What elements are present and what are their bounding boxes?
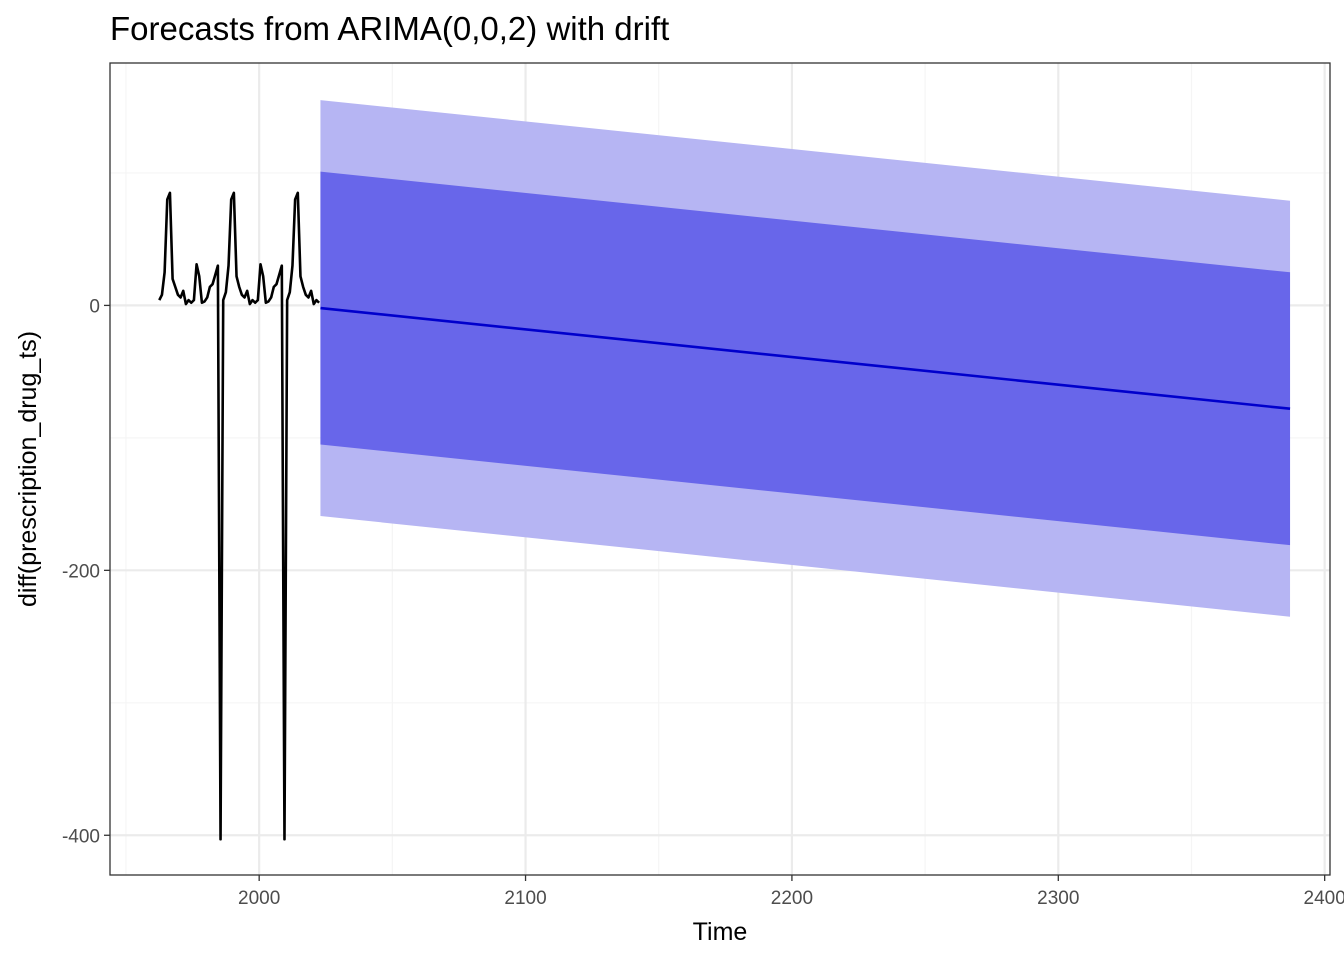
x-tick-label: 2000 (238, 888, 280, 909)
chart-title: Forecasts from ARIMA(0,0,2) with drift (110, 10, 669, 47)
y-axis-title: diff(prescription_drug_ts) (14, 331, 42, 607)
x-tick-label: 2200 (771, 888, 813, 909)
x-axis-title: Time (693, 918, 748, 946)
y-tick-label: 0 (89, 296, 100, 317)
x-tick-label: 2300 (1037, 888, 1079, 909)
x-tick-label: 2100 (504, 888, 546, 909)
history-series-line (158, 191, 321, 841)
panel-border (109, 62, 1331, 876)
x-axis-ticks: 2000 2100 2200 2300 2400 (238, 875, 1344, 909)
series-lines (158, 191, 1291, 841)
y-tick-label: -400 (62, 826, 100, 847)
y-tick-label: -200 (62, 561, 100, 582)
y-axis-ticks: 0 -200 -400 (62, 296, 110, 847)
forecast-mean-line (320, 306, 1291, 411)
x-tick-label: 2400 (1304, 888, 1344, 909)
